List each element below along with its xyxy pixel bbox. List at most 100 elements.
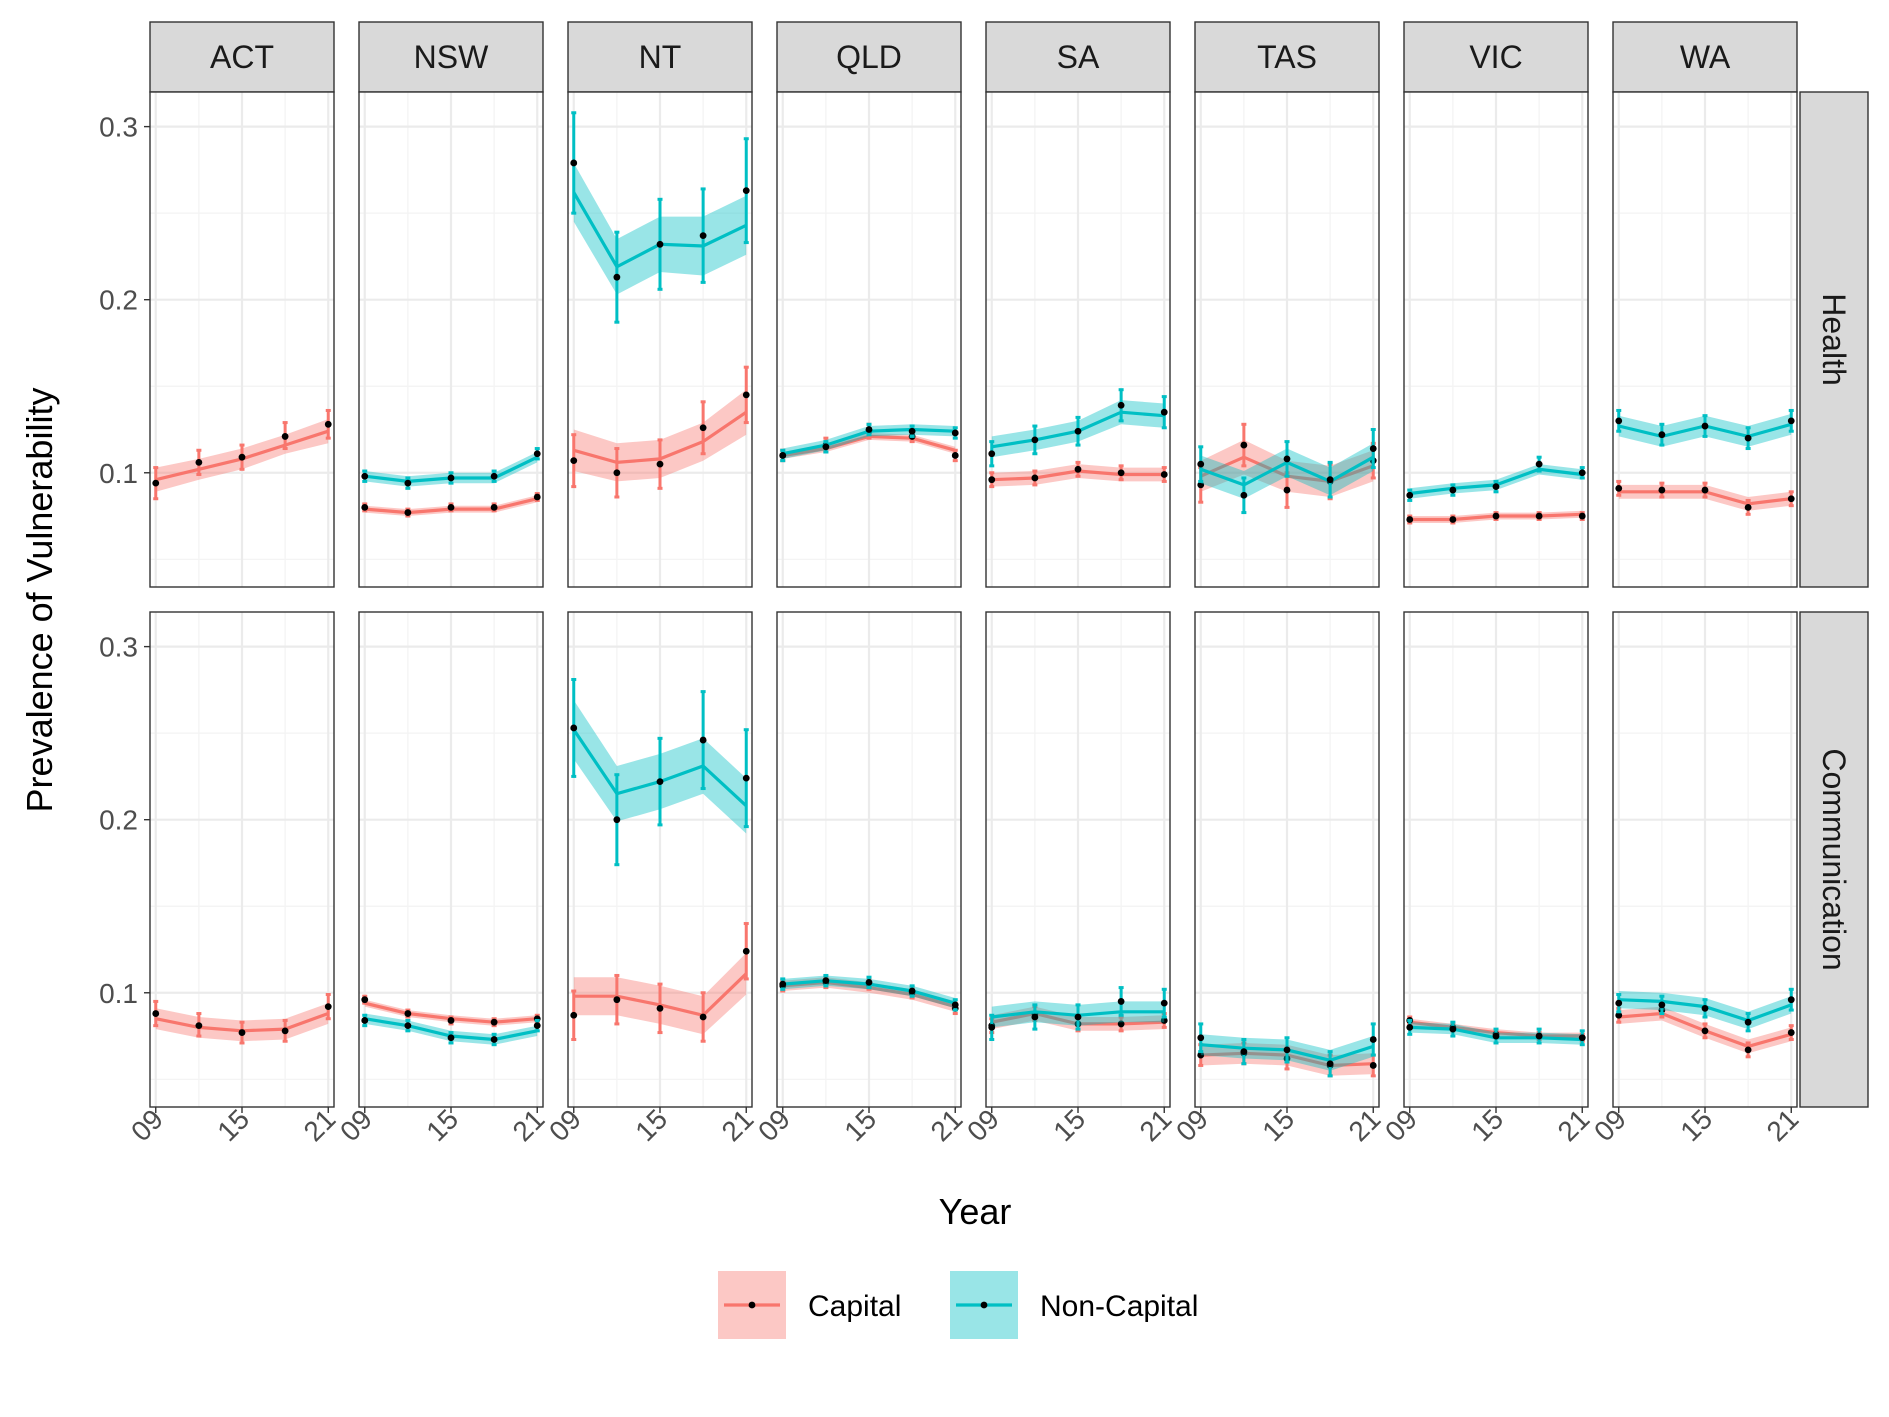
point-non-capital-communication-vic bbox=[1492, 1032, 1500, 1040]
facet-strip-nsw bbox=[358, 21, 544, 93]
point-non-capital-communication-nsw bbox=[533, 1022, 541, 1030]
point-non-capital-communication-vic bbox=[1535, 1032, 1543, 1040]
point-non-capital-health-wa bbox=[1615, 417, 1623, 425]
point-non-capital-communication-qld bbox=[779, 980, 787, 988]
point-capital-health-vic bbox=[1492, 512, 1500, 520]
point-capital-health-nsw bbox=[533, 493, 541, 501]
facet-strip-label-vic: VIC bbox=[1469, 39, 1522, 75]
point-non-capital-health-nsw bbox=[490, 472, 498, 480]
point-non-capital-communication-sa bbox=[1160, 999, 1168, 1007]
x-tick-label: 15 bbox=[420, 1103, 464, 1147]
point-non-capital-communication-nsw bbox=[490, 1036, 498, 1043]
facet-strip-sa bbox=[985, 21, 1171, 93]
point-capital-health-act bbox=[281, 433, 289, 440]
panel-border-health-wa bbox=[1612, 91, 1798, 588]
point-non-capital-health-nt bbox=[570, 159, 578, 167]
point-capital-communication-sa bbox=[1160, 1017, 1168, 1024]
point-non-capital-health-vic bbox=[1578, 469, 1586, 477]
point-non-capital-communication-sa bbox=[1074, 1013, 1082, 1021]
point-non-capital-communication-vic bbox=[1449, 1025, 1457, 1033]
point-capital-health-nt bbox=[613, 469, 621, 477]
x-tick-label: 15 bbox=[1256, 1103, 1300, 1147]
point-capital-health-wa bbox=[1787, 495, 1795, 503]
point-capital-communication-nsw bbox=[361, 996, 369, 1004]
point-capital-health-tas bbox=[1240, 441, 1248, 449]
point-capital-health-sa bbox=[1031, 474, 1039, 482]
facet-strip-label-nsw: NSW bbox=[414, 39, 489, 75]
point-capital-health-nt bbox=[699, 424, 707, 432]
point-non-capital-communication-wa bbox=[1787, 996, 1795, 1004]
point-capital-communication-tas bbox=[1369, 1062, 1377, 1069]
point-capital-communication-wa bbox=[1744, 1046, 1752, 1054]
panel-border-health-qld bbox=[776, 91, 962, 588]
row-strip-health bbox=[1799, 91, 1869, 588]
x-tick-label: 15 bbox=[1047, 1103, 1091, 1147]
facet-strip-label-wa: WA bbox=[1680, 39, 1731, 75]
x-axis-title: Year bbox=[939, 1191, 1012, 1232]
point-capital-health-wa bbox=[1615, 484, 1623, 492]
row-strip-communication bbox=[1799, 611, 1869, 1108]
x-tick-label: 15 bbox=[1674, 1103, 1718, 1147]
point-capital-communication-nt bbox=[699, 1013, 707, 1021]
point-non-capital-communication-sa bbox=[1117, 998, 1125, 1005]
point-capital-health-sa bbox=[1160, 471, 1168, 478]
y-tick-label: 0.2 bbox=[99, 285, 138, 316]
point-non-capital-health-sa bbox=[1031, 436, 1039, 444]
point-capital-communication-nt bbox=[742, 947, 750, 955]
point-non-capital-health-vic bbox=[1406, 491, 1414, 499]
point-non-capital-health-qld bbox=[865, 426, 873, 433]
x-tick-label: 15 bbox=[1465, 1103, 1509, 1147]
point-capital-health-nt bbox=[656, 460, 664, 468]
point-non-capital-communication-qld bbox=[865, 978, 873, 986]
point-non-capital-communication-nsw bbox=[361, 1017, 369, 1024]
point-capital-health-act bbox=[324, 420, 332, 428]
point-non-capital-health-nsw bbox=[447, 474, 455, 482]
point-non-capital-health-sa bbox=[1117, 401, 1125, 409]
point-non-capital-communication-nt bbox=[656, 778, 664, 786]
x-tick-label: 09 bbox=[125, 1103, 169, 1147]
point-non-capital-health-wa bbox=[1744, 434, 1752, 442]
point-non-capital-communication-tas bbox=[1369, 1036, 1377, 1043]
facet-strip-act bbox=[149, 21, 335, 93]
point-capital-communication-nt bbox=[613, 996, 621, 1004]
point-capital-health-act bbox=[152, 479, 160, 487]
point-capital-health-wa bbox=[1658, 486, 1666, 494]
point-non-capital-communication-qld bbox=[951, 1001, 959, 1009]
point-capital-communication-act bbox=[238, 1029, 246, 1036]
x-tick-label: 09 bbox=[1170, 1103, 1214, 1147]
x-tick-label: 09 bbox=[543, 1103, 587, 1147]
facet-strip-label-tas: TAS bbox=[1257, 39, 1317, 75]
panel-border-health-tas bbox=[1194, 91, 1380, 588]
point-non-capital-health-nsw bbox=[361, 472, 369, 480]
point-non-capital-health-wa bbox=[1701, 422, 1709, 430]
point-capital-health-nsw bbox=[490, 503, 498, 511]
facet-strip-label-sa: SA bbox=[1057, 39, 1100, 75]
point-capital-communication-nsw bbox=[404, 1010, 412, 1017]
legend: Capital Non-Capital bbox=[718, 1271, 1198, 1339]
facet-strip-label-qld: QLD bbox=[836, 39, 902, 75]
x-tick-label: 09 bbox=[752, 1103, 796, 1147]
y-tick-label: 0.1 bbox=[99, 458, 138, 489]
point-capital-health-vic bbox=[1578, 512, 1586, 520]
point-capital-communication-act bbox=[195, 1022, 203, 1030]
point-non-capital-health-nt bbox=[699, 232, 707, 240]
x-tick-label: 09 bbox=[1588, 1103, 1632, 1147]
x-tick-label: 15 bbox=[838, 1103, 882, 1147]
legend-point-capital bbox=[748, 1301, 756, 1309]
y-tick-label: 0.3 bbox=[99, 632, 138, 663]
point-non-capital-health-qld bbox=[908, 427, 916, 435]
point-non-capital-communication-vic bbox=[1578, 1034, 1586, 1042]
point-non-capital-health-nt bbox=[742, 187, 750, 195]
point-non-capital-health-nsw bbox=[404, 479, 412, 487]
point-non-capital-health-tas bbox=[1369, 445, 1377, 452]
panel-border-health-nsw bbox=[358, 91, 544, 588]
panel-border-health-nt bbox=[567, 91, 753, 588]
facet-strip-tas bbox=[1194, 21, 1380, 93]
x-tick-label: 09 bbox=[961, 1103, 1005, 1147]
row-strip-label-communication: Communication bbox=[1816, 748, 1852, 970]
point-capital-communication-tas bbox=[1197, 1051, 1205, 1059]
point-capital-communication-nt bbox=[656, 1004, 664, 1012]
legend-point-non-capital bbox=[980, 1301, 988, 1309]
point-non-capital-health-qld bbox=[779, 452, 787, 459]
